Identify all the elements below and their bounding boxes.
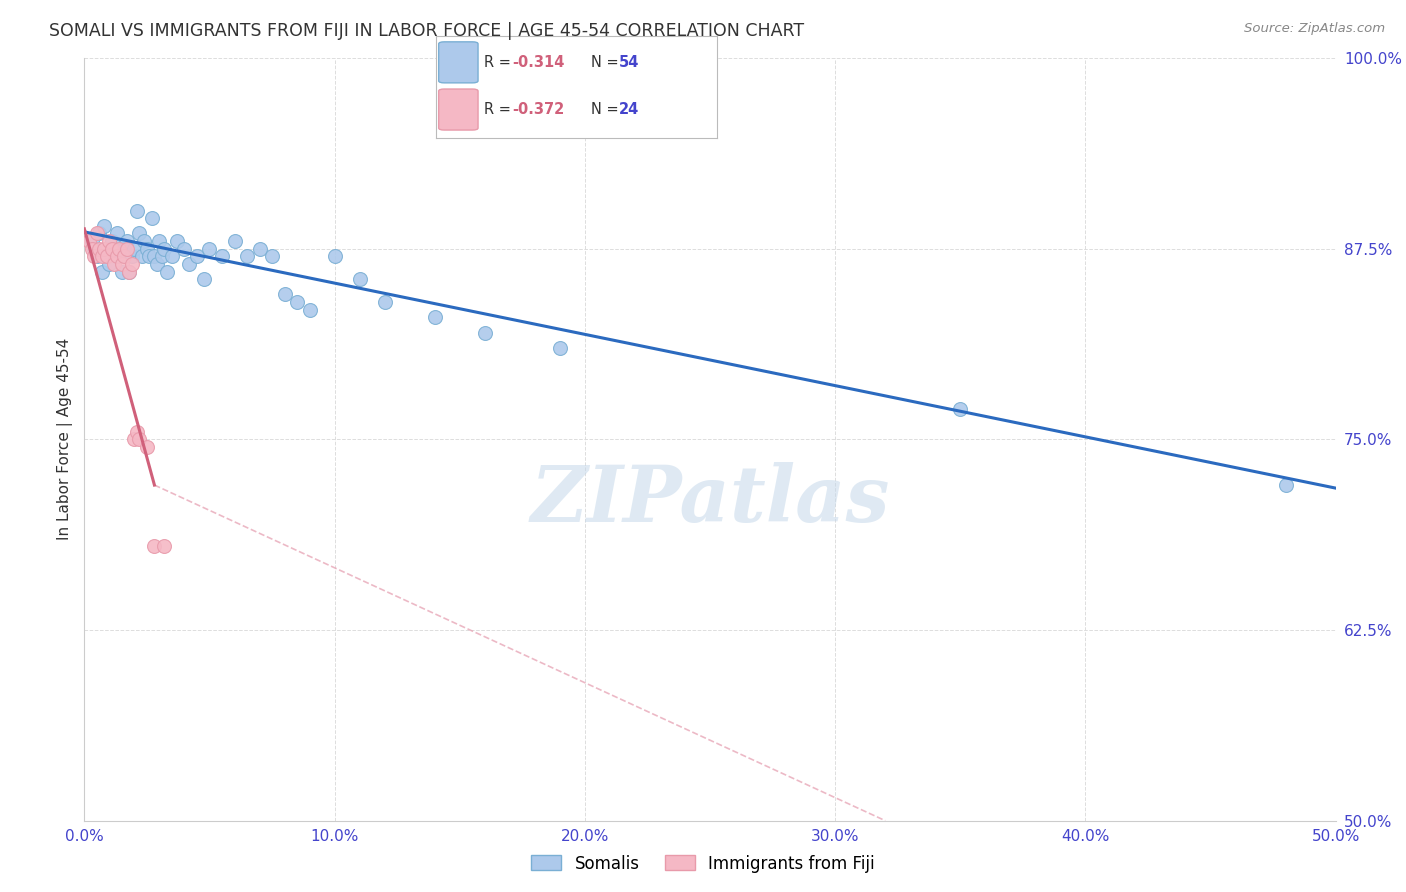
Point [193,272,215,286]
Point [83,249,105,263]
Point [105,227,128,241]
Point [90,264,112,278]
Point [474,326,496,340]
Point [83,242,105,256]
Point [128,432,150,446]
Text: N =: N = [591,54,619,70]
Point [96,249,118,263]
Y-axis label: In Labor Force | Age 45-54: In Labor Force | Age 45-54 [58,338,73,541]
Point [156,264,179,278]
Text: 54: 54 [619,54,638,70]
Legend: Somalis, Immigrants from Fiji: Somalis, Immigrants from Fiji [524,848,882,880]
Point [349,272,371,286]
Point [211,249,233,263]
Point [103,242,125,256]
Point [1274,478,1296,492]
Point [105,249,128,263]
Point [98,234,121,248]
Point [262,249,284,263]
Point [124,242,146,256]
Point [285,295,308,310]
Point [236,249,259,263]
Point [111,257,134,271]
Point [249,242,271,256]
Point [150,249,173,263]
Point [121,249,143,263]
Point [125,425,148,439]
Text: Source: ZipAtlas.com: Source: ZipAtlas.com [1244,22,1385,36]
Point [273,287,295,301]
Point [138,249,160,263]
Point [98,257,121,271]
Point [86,227,108,241]
Text: N =: N = [591,102,619,117]
Point [89,242,111,256]
Point [134,234,156,248]
Point [173,242,195,256]
Point [101,234,124,248]
Point [80,234,103,248]
Point [198,242,221,256]
Point [103,257,125,271]
Point [90,249,112,263]
Point [153,242,176,256]
Point [423,310,446,325]
Text: R =: R = [484,102,510,117]
Point [146,257,169,271]
Point [148,234,170,248]
Point [93,219,115,233]
Point [143,539,166,553]
Point [131,249,153,263]
Point [124,432,146,446]
Point [79,234,101,248]
Point [118,264,141,278]
Point [115,242,138,256]
Point [112,242,135,256]
Point [112,249,135,263]
Point [179,257,201,271]
Point [86,249,108,263]
Point [93,242,115,256]
Point [101,242,124,256]
Point [108,249,131,263]
Text: -0.314: -0.314 [512,54,564,70]
Point [949,401,972,416]
Text: -0.372: -0.372 [512,102,564,117]
Point [111,264,134,278]
Point [121,257,143,271]
Point [548,341,571,355]
Point [108,242,131,256]
Point [160,249,183,263]
Point [118,264,141,278]
Point [136,440,159,454]
FancyBboxPatch shape [439,89,478,130]
Point [141,211,163,226]
Text: R =: R = [484,54,510,70]
Point [186,249,208,263]
Point [153,539,176,553]
Point [96,249,118,263]
Text: ZIPatlas: ZIPatlas [530,462,890,539]
Point [89,227,111,241]
Point [298,302,321,317]
Text: 24: 24 [619,102,638,117]
Point [80,242,103,256]
Point [115,234,138,248]
Point [224,234,246,248]
Point [374,295,396,310]
FancyBboxPatch shape [439,42,478,83]
Point [143,249,166,263]
Point [136,242,159,256]
Point [323,249,346,263]
Point [166,234,188,248]
Point [128,227,150,241]
Text: SOMALI VS IMMIGRANTS FROM FIJI IN LABOR FORCE | AGE 45-54 CORRELATION CHART: SOMALI VS IMMIGRANTS FROM FIJI IN LABOR … [49,22,804,40]
Point [125,203,148,218]
